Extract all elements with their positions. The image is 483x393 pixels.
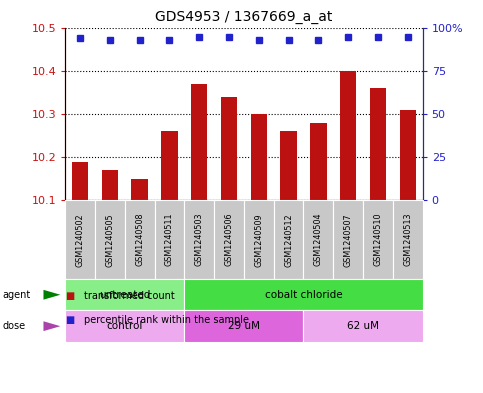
- Bar: [370, 88, 386, 200]
- Text: GSM1240507: GSM1240507: [344, 213, 353, 266]
- Text: 29 uM: 29 uM: [228, 321, 260, 331]
- Text: transformed count: transformed count: [84, 291, 174, 301]
- Text: GSM1240503: GSM1240503: [195, 213, 204, 266]
- Text: 62 uM: 62 uM: [347, 321, 379, 331]
- Text: agent: agent: [2, 290, 30, 300]
- Bar: [281, 131, 297, 200]
- Text: percentile rank within the sample: percentile rank within the sample: [84, 315, 249, 325]
- Bar: [131, 179, 148, 200]
- Text: GSM1240504: GSM1240504: [314, 213, 323, 266]
- Bar: [161, 131, 178, 200]
- Title: GDS4953 / 1367669_a_at: GDS4953 / 1367669_a_at: [155, 10, 333, 24]
- Bar: [102, 170, 118, 200]
- Text: dose: dose: [2, 321, 26, 331]
- Text: GSM1240509: GSM1240509: [255, 213, 263, 266]
- Bar: [310, 123, 327, 200]
- Text: GSM1240511: GSM1240511: [165, 213, 174, 266]
- Text: GSM1240508: GSM1240508: [135, 213, 144, 266]
- Bar: [251, 114, 267, 200]
- Bar: [221, 97, 237, 200]
- Text: ■: ■: [65, 291, 74, 301]
- Text: GSM1240506: GSM1240506: [225, 213, 233, 266]
- Text: control: control: [107, 321, 143, 331]
- Text: GSM1240512: GSM1240512: [284, 213, 293, 266]
- Text: untreated: untreated: [99, 290, 151, 300]
- Bar: [72, 162, 88, 200]
- Text: GSM1240513: GSM1240513: [403, 213, 412, 266]
- Text: cobalt chloride: cobalt chloride: [265, 290, 342, 300]
- Bar: [191, 84, 207, 200]
- Text: ■: ■: [65, 315, 74, 325]
- Text: GSM1240505: GSM1240505: [105, 213, 114, 266]
- Text: GSM1240502: GSM1240502: [76, 213, 85, 266]
- Text: GSM1240510: GSM1240510: [373, 213, 383, 266]
- Bar: [340, 71, 356, 200]
- Bar: [399, 110, 416, 200]
